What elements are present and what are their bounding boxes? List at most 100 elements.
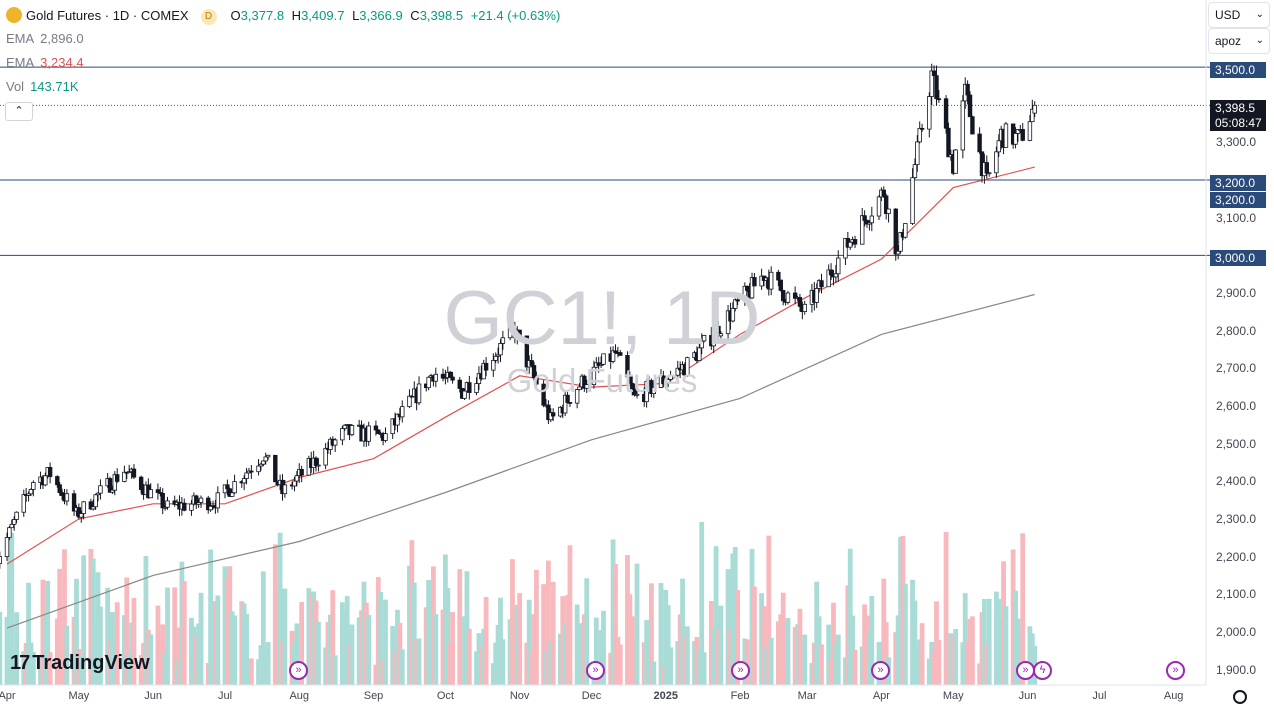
candle-body bbox=[742, 285, 748, 302]
candle bbox=[780, 289, 786, 306]
candle-body bbox=[833, 273, 839, 278]
candle-body bbox=[313, 457, 319, 466]
volume-bar bbox=[299, 601, 305, 685]
candle-body bbox=[627, 376, 633, 384]
candle-body bbox=[390, 418, 395, 435]
unit-select[interactable]: apoz ⌄ bbox=[1208, 28, 1270, 54]
candle-body bbox=[946, 127, 951, 158]
volume-bar bbox=[785, 618, 791, 685]
candle-body bbox=[215, 492, 221, 509]
event-arrow-icon[interactable]: » bbox=[731, 661, 750, 680]
candle-body bbox=[232, 481, 237, 494]
legend-ema-slow[interactable]: EMA 2,896.0 bbox=[6, 31, 84, 46]
candle-body bbox=[112, 474, 118, 491]
candle-body bbox=[241, 478, 247, 484]
legend-title-row[interactable]: Gold Futures · 1D · COMEX D O3,377.8 H3,40… bbox=[6, 7, 560, 25]
candlesticks bbox=[0, 63, 1037, 569]
chevron-down-icon: ⌄ bbox=[1255, 9, 1264, 20]
candle bbox=[785, 290, 791, 305]
candle-body bbox=[292, 480, 297, 487]
candle bbox=[292, 476, 297, 492]
candle-body bbox=[165, 500, 170, 508]
candle bbox=[819, 273, 824, 294]
candle bbox=[510, 323, 515, 337]
high-value: 3,409.7 bbox=[301, 8, 345, 23]
settings-gear-icon[interactable] bbox=[1233, 690, 1247, 704]
volume-bar bbox=[953, 628, 959, 685]
volume-bar bbox=[114, 602, 120, 685]
candle bbox=[886, 208, 891, 223]
candle-body bbox=[934, 75, 939, 100]
candle-body bbox=[613, 350, 618, 353]
volume-bar bbox=[601, 610, 606, 685]
candle-body bbox=[7, 527, 12, 538]
event-arrow-icon[interactable]: » bbox=[871, 661, 890, 680]
candle bbox=[126, 464, 132, 474]
horizontal-lines[interactable] bbox=[0, 66, 1210, 256]
candle-body bbox=[517, 329, 522, 337]
candle bbox=[400, 400, 405, 423]
volume-bar bbox=[62, 549, 67, 685]
candle bbox=[929, 63, 934, 106]
event-arrow-icon[interactable]: » bbox=[586, 661, 605, 680]
event-arrow-icon[interactable]: » bbox=[1166, 661, 1185, 680]
candle bbox=[165, 496, 170, 510]
candle-body bbox=[148, 489, 153, 499]
x-tick-label: Mar bbox=[797, 690, 817, 702]
event-arrow-icon[interactable]: » bbox=[1016, 661, 1035, 680]
y-tick-label: 2,600.0 bbox=[1216, 398, 1257, 413]
candle bbox=[562, 390, 568, 417]
candle bbox=[797, 293, 803, 312]
candle-body bbox=[836, 257, 841, 275]
candle bbox=[833, 265, 839, 284]
candle bbox=[9, 519, 14, 529]
candle bbox=[4, 532, 10, 561]
candle bbox=[395, 413, 400, 433]
volume-bar bbox=[613, 563, 618, 685]
candle-body bbox=[1030, 108, 1035, 123]
legend-volume[interactable]: Vol 143.71K bbox=[6, 79, 79, 94]
candle-body bbox=[323, 447, 328, 466]
volume-value: 143.71K bbox=[30, 79, 79, 94]
candle bbox=[88, 498, 94, 511]
candle-body bbox=[725, 310, 731, 335]
candle bbox=[934, 65, 939, 106]
candle bbox=[131, 464, 137, 480]
event-flash-icon[interactable]: ϟ bbox=[1033, 661, 1052, 680]
collapse-legend-button[interactable]: ⌃ bbox=[5, 102, 33, 121]
candle bbox=[876, 195, 882, 221]
candle-body bbox=[107, 478, 113, 493]
candle-body bbox=[953, 149, 958, 174]
candle-body bbox=[663, 381, 668, 385]
candle bbox=[457, 377, 462, 393]
volume-bar bbox=[450, 612, 455, 685]
candle-body bbox=[495, 354, 501, 357]
volume-bar bbox=[277, 532, 283, 685]
event-arrow-icon[interactable]: » bbox=[289, 661, 308, 680]
candle-body bbox=[792, 292, 798, 299]
volume-bar bbox=[584, 578, 590, 685]
legend-ema-fast[interactable]: EMA 3,234.4 bbox=[6, 55, 84, 70]
currency-select[interactable]: USD ⌄ bbox=[1208, 2, 1270, 28]
candle-body bbox=[735, 299, 740, 302]
candle-body bbox=[819, 280, 824, 288]
candle-body bbox=[299, 469, 304, 476]
candle bbox=[852, 235, 858, 249]
candle bbox=[114, 468, 120, 484]
candle-body bbox=[493, 355, 498, 361]
candle-body bbox=[943, 98, 949, 129]
volume-bar bbox=[9, 532, 15, 685]
candle bbox=[591, 360, 597, 389]
candle bbox=[481, 359, 486, 380]
candle-body bbox=[876, 196, 882, 217]
candle-body bbox=[206, 497, 211, 511]
tradingview-logo[interactable]: 17 TradingView bbox=[10, 652, 150, 675]
candle bbox=[725, 304, 731, 340]
y-tick-label: 2,000.0 bbox=[1216, 624, 1257, 639]
candle-body bbox=[591, 366, 597, 386]
candle-body bbox=[31, 482, 36, 490]
symbol-title[interactable]: Gold Futures · 1D · COMEX bbox=[26, 8, 189, 23]
candle bbox=[258, 462, 264, 471]
candle-body bbox=[927, 96, 932, 130]
